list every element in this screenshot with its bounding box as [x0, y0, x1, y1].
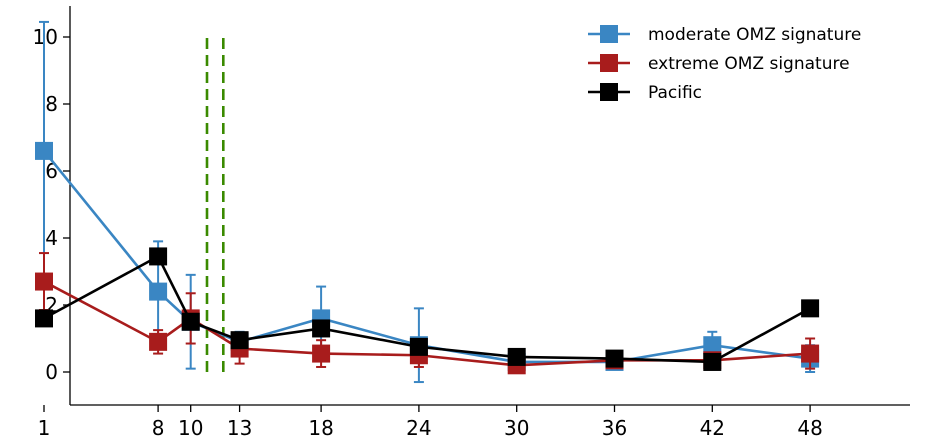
- series-line: [42, 150, 811, 364]
- y-tick-label: 4: [45, 226, 58, 250]
- legend-item: extreme OMZ signature: [588, 54, 850, 74]
- x-tick-label: 48: [797, 416, 822, 440]
- legend-marker: [600, 54, 618, 72]
- data-point: [801, 299, 820, 318]
- legend-item: moderate OMZ signature: [588, 25, 861, 45]
- legend-label: moderate OMZ signature: [648, 25, 861, 45]
- data-point: [801, 344, 820, 363]
- x-tick-label: 13: [227, 416, 252, 440]
- legend-label: Pacific: [648, 83, 702, 103]
- legend: moderate OMZ signature extreme OMZ signat…: [588, 25, 861, 103]
- data-point: [605, 349, 624, 368]
- data-point: [409, 337, 428, 356]
- series-3: [35, 247, 820, 371]
- data-point: [703, 336, 722, 355]
- legend-item: Pacific: [588, 83, 702, 103]
- data-point: [181, 312, 200, 331]
- data-point: [312, 344, 331, 363]
- series-2: [35, 252, 820, 375]
- x-tick-label: 24: [406, 416, 431, 440]
- data-point: [35, 141, 53, 160]
- legend-marker: [600, 83, 618, 101]
- data-point: [149, 247, 168, 266]
- y-tick-label: 6: [45, 159, 58, 183]
- y-tick-label: 8: [45, 92, 58, 116]
- data-point: [149, 332, 168, 351]
- series-1: [35, 20, 820, 384]
- x-tick-label: 18: [308, 416, 333, 440]
- series-layer: [35, 20, 820, 384]
- data-point: [149, 282, 168, 301]
- legend-label: extreme OMZ signature: [648, 54, 850, 74]
- x-tick-label: 8: [152, 416, 165, 440]
- reference-lines: [205, 37, 225, 372]
- data-point: [35, 272, 53, 291]
- legend-marker: [600, 25, 618, 43]
- series-line: [43, 254, 811, 364]
- x-tick-label: 30: [504, 416, 529, 440]
- data-point: [507, 347, 526, 366]
- data-point: [230, 331, 249, 350]
- y-tick-label: 10: [33, 25, 58, 49]
- x-tick-label: 42: [700, 416, 725, 440]
- data-point: [312, 319, 331, 338]
- x-tick-label: 36: [602, 416, 627, 440]
- data-point: [35, 309, 53, 328]
- x-tick-label: 10: [178, 416, 203, 440]
- x-tick-label: 1: [38, 416, 51, 440]
- y-tick-label: 0: [45, 360, 58, 384]
- data-point: [703, 352, 722, 371]
